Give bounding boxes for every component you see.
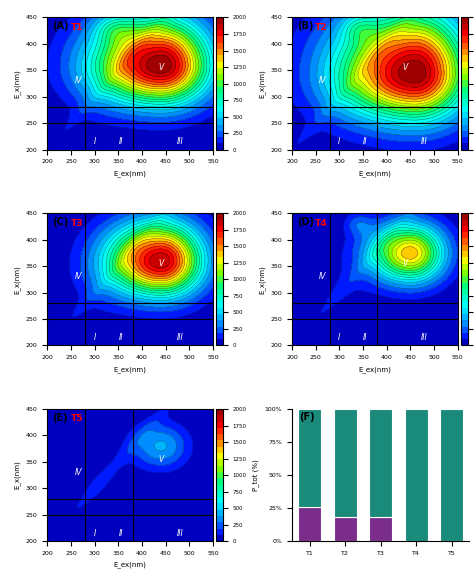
Text: II: II <box>363 137 367 146</box>
Text: V: V <box>158 63 164 72</box>
Y-axis label: E_x(nm): E_x(nm) <box>258 265 265 294</box>
X-axis label: E_ex(nm): E_ex(nm) <box>358 365 391 372</box>
Text: (A): (A) <box>52 22 69 31</box>
Y-axis label: E_x(nm): E_x(nm) <box>14 265 20 294</box>
X-axis label: E_ex(nm): E_ex(nm) <box>114 562 146 568</box>
Text: III: III <box>176 529 183 538</box>
Text: V: V <box>403 259 408 268</box>
Text: III: III <box>176 333 183 342</box>
Text: I: I <box>93 333 96 342</box>
Text: (F): (F) <box>299 411 315 421</box>
Bar <box>440 409 463 541</box>
Y-axis label: E_x(nm): E_x(nm) <box>14 461 20 489</box>
Bar <box>405 409 428 541</box>
Text: IV: IV <box>74 76 82 86</box>
Text: T1: T1 <box>71 23 83 32</box>
Bar <box>334 409 357 517</box>
Text: III: III <box>421 333 428 342</box>
Text: T5: T5 <box>71 414 83 423</box>
Text: I: I <box>338 333 340 342</box>
Text: I: I <box>93 137 96 146</box>
Text: II: II <box>363 333 367 342</box>
Bar <box>369 517 392 541</box>
Bar <box>298 409 321 507</box>
Text: V: V <box>158 259 164 268</box>
Text: IV: IV <box>74 468 82 477</box>
Text: T4: T4 <box>315 218 328 228</box>
Text: I: I <box>93 529 96 538</box>
Text: (B): (B) <box>297 22 313 31</box>
Text: IV: IV <box>319 76 327 86</box>
X-axis label: E_ex(nm): E_ex(nm) <box>114 365 146 372</box>
Text: V: V <box>158 455 164 464</box>
Text: II: II <box>118 137 123 146</box>
Text: II: II <box>118 333 123 342</box>
Bar <box>334 517 357 541</box>
Text: (C): (C) <box>52 217 69 227</box>
X-axis label: E_ex(nm): E_ex(nm) <box>358 170 391 177</box>
Text: V: V <box>403 63 408 72</box>
Text: T2: T2 <box>315 23 328 32</box>
Text: I: I <box>338 137 340 146</box>
Text: IV: IV <box>74 272 82 281</box>
Text: (D): (D) <box>297 217 314 227</box>
Y-axis label: E_x(nm): E_x(nm) <box>14 69 20 98</box>
Text: II: II <box>118 529 123 538</box>
X-axis label: E_ex(nm): E_ex(nm) <box>114 170 146 177</box>
Bar <box>298 507 321 541</box>
Y-axis label: P_tot (%): P_tot (%) <box>252 459 259 491</box>
Text: III: III <box>176 137 183 146</box>
Text: (E): (E) <box>52 413 68 423</box>
Text: T3: T3 <box>71 218 83 228</box>
Text: III: III <box>421 137 428 146</box>
Y-axis label: E_x(nm): E_x(nm) <box>258 69 265 98</box>
Bar <box>369 409 392 517</box>
Text: IV: IV <box>319 272 327 281</box>
